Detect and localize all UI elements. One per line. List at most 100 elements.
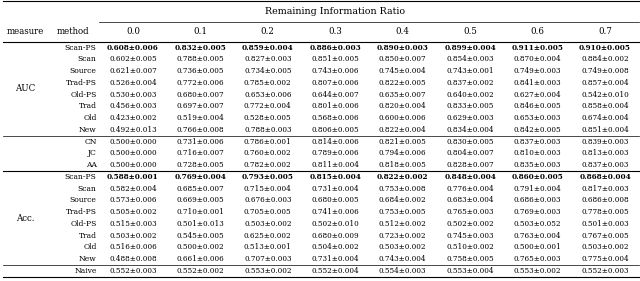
Text: 0.820±0.004: 0.820±0.004 [379,103,426,110]
Text: 0.857±0.004: 0.857±0.004 [581,79,629,87]
Text: 0.515±0.003: 0.515±0.003 [109,220,157,228]
Text: 0.860±0.005: 0.860±0.005 [512,173,563,181]
Text: 0.850±0.007: 0.850±0.007 [379,55,426,64]
Text: 0.7: 0.7 [598,27,612,36]
Text: measure: measure [6,27,44,36]
Text: 0.573±0.006: 0.573±0.006 [109,196,157,205]
Text: 0.5: 0.5 [463,27,477,36]
Text: New: New [79,126,97,134]
Text: 0.640±0.002: 0.640±0.002 [446,91,494,99]
Text: 0.552±0.003: 0.552±0.003 [581,267,628,275]
Text: 0.686±0.003: 0.686±0.003 [514,196,561,205]
Text: 0.834±0.004: 0.834±0.004 [446,126,494,134]
Text: 0.4: 0.4 [396,27,410,36]
Text: Source: Source [70,67,97,75]
Text: 0.519±0.004: 0.519±0.004 [177,114,224,122]
Text: Trad-PS: Trad-PS [66,79,97,87]
Text: 0.827±0.003: 0.827±0.003 [244,55,292,64]
Text: Naive: Naive [74,267,97,275]
Text: 0.769±0.003: 0.769±0.003 [514,208,561,216]
Text: 0.553±0.004: 0.553±0.004 [446,267,494,275]
Text: 0.837±0.002: 0.837±0.002 [446,79,494,87]
Text: 0.846±0.005: 0.846±0.005 [514,103,561,110]
Text: 0.782±0.002: 0.782±0.002 [244,161,292,169]
Text: 0.680±0.007: 0.680±0.007 [177,91,224,99]
Text: 0.707±0.003: 0.707±0.003 [244,255,292,263]
Text: 0.526±0.004: 0.526±0.004 [109,79,157,87]
Text: 0.830±0.005: 0.830±0.005 [446,138,494,146]
Text: 0.553±0.002: 0.553±0.002 [244,267,292,275]
Text: 0.731±0.004: 0.731±0.004 [312,185,359,193]
Text: 0.810±0.003: 0.810±0.003 [514,149,561,157]
Text: Source: Source [70,196,97,205]
Text: 0.822±0.002: 0.822±0.002 [377,173,429,181]
Text: 0.715±0.004: 0.715±0.004 [244,185,292,193]
Text: 0.788±0.005: 0.788±0.005 [177,55,224,64]
Text: 0.608±0.006: 0.608±0.006 [107,44,159,52]
Text: CN: CN [84,138,97,146]
Text: 0.821±0.005: 0.821±0.005 [379,138,426,146]
Text: 0.723±0.002: 0.723±0.002 [379,232,426,240]
Text: 0.890±0.003: 0.890±0.003 [377,44,429,52]
Text: 0.552±0.003: 0.552±0.003 [109,267,157,275]
Text: 0.644±0.007: 0.644±0.007 [312,91,359,99]
Text: AUC: AUC [15,84,35,93]
Text: 0.502±0.002: 0.502±0.002 [446,220,494,228]
Text: 0.552±0.002: 0.552±0.002 [177,267,224,275]
Text: 0.728±0.005: 0.728±0.005 [177,161,224,169]
Text: 0.602±0.005: 0.602±0.005 [109,55,157,64]
Text: 0.674±0.004: 0.674±0.004 [581,114,629,122]
Text: 0.806±0.005: 0.806±0.005 [312,126,359,134]
Text: 0.758±0.005: 0.758±0.005 [446,255,494,263]
Text: 0.776±0.004: 0.776±0.004 [446,185,494,193]
Text: 0.815±0.004: 0.815±0.004 [309,173,361,181]
Text: 0.553±0.002: 0.553±0.002 [514,267,561,275]
Text: 0.503±0.002: 0.503±0.002 [244,220,292,228]
Text: 0.528±0.005: 0.528±0.005 [244,114,292,122]
Text: method: method [57,27,89,36]
Text: 0.822±0.005: 0.822±0.005 [379,79,426,87]
Text: 0.512±0.002: 0.512±0.002 [379,220,426,228]
Text: 0.513±0.001: 0.513±0.001 [244,243,292,251]
Text: 0.839±0.003: 0.839±0.003 [581,138,628,146]
Text: 0.504±0.002: 0.504±0.002 [312,243,359,251]
Text: JC: JC [88,149,97,157]
Text: Acc.: Acc. [16,214,34,223]
Text: 0.456±0.003: 0.456±0.003 [109,103,157,110]
Text: 0.741±0.006: 0.741±0.006 [312,208,359,216]
Text: 0.848±0.004: 0.848±0.004 [444,173,496,181]
Text: 0.3: 0.3 [328,27,342,36]
Text: 0.767±0.005: 0.767±0.005 [581,232,629,240]
Text: 0.794±0.006: 0.794±0.006 [379,149,426,157]
Text: 0.858±0.004: 0.858±0.004 [581,103,629,110]
Text: 0.772±0.004: 0.772±0.004 [244,103,292,110]
Text: 0.833±0.005: 0.833±0.005 [447,103,494,110]
Text: 0.423±0.002: 0.423±0.002 [109,114,157,122]
Text: 0.661±0.006: 0.661±0.006 [177,255,224,263]
Text: 0.500±0.000: 0.500±0.000 [109,149,157,157]
Text: 0.683±0.004: 0.683±0.004 [446,196,494,205]
Text: 0.503±0.002: 0.503±0.002 [581,243,628,251]
Text: 0.791±0.004: 0.791±0.004 [514,185,561,193]
Text: 0.716±0.007: 0.716±0.007 [177,149,224,157]
Text: 0.600±0.006: 0.600±0.006 [379,114,426,122]
Text: 0.676±0.003: 0.676±0.003 [244,196,292,205]
Text: Old: Old [83,243,97,251]
Text: 0.503±0.002: 0.503±0.002 [379,243,426,251]
Text: Trad: Trad [79,232,97,240]
Text: 0.680±0.009: 0.680±0.009 [312,232,359,240]
Text: 0.743±0.006: 0.743±0.006 [312,67,359,75]
Text: 0.753±0.008: 0.753±0.008 [379,185,426,193]
Text: 0.842±0.005: 0.842±0.005 [514,126,561,134]
Text: 0.766±0.008: 0.766±0.008 [177,126,224,134]
Text: 0.765±0.003: 0.765±0.003 [446,208,494,216]
Text: 0.851±0.004: 0.851±0.004 [581,126,629,134]
Text: 0.669±0.005: 0.669±0.005 [177,196,224,205]
Text: 0.510±0.002: 0.510±0.002 [446,243,494,251]
Text: 0.542±0.010: 0.542±0.010 [581,91,629,99]
Text: 0.789±0.006: 0.789±0.006 [312,149,359,157]
Text: AA: AA [86,161,97,169]
Text: 0.500±0.000: 0.500±0.000 [109,138,157,146]
Text: 0.503±0.002: 0.503±0.002 [109,232,157,240]
Text: 0.1: 0.1 [193,27,207,36]
